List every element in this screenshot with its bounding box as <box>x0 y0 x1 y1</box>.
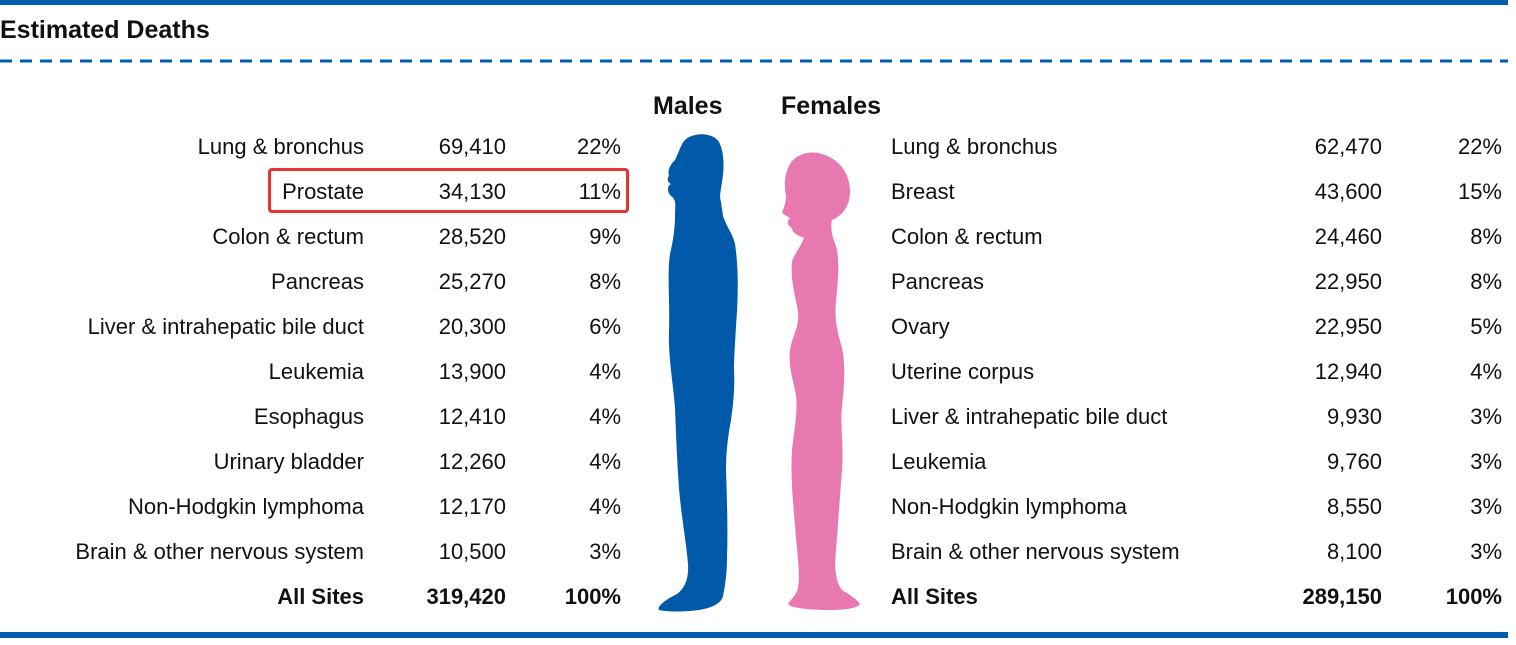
table-row-site: Pancreas <box>271 269 364 294</box>
table-row-percent: 22% <box>576 134 621 159</box>
table-row-percent: 3% <box>589 539 621 564</box>
table-row-percent: 15% <box>1457 179 1502 204</box>
table-row-site: Prostate <box>282 179 364 204</box>
dashed-divider <box>0 59 1508 63</box>
table-row-site: Non-Hodgkin lymphoma <box>128 494 364 519</box>
table-row-deaths: 43,600 <box>1314 179 1382 204</box>
highlight-box <box>268 168 629 213</box>
table-row-percent: 3% <box>1470 539 1502 564</box>
table-row-percent: 4% <box>1470 359 1502 384</box>
total-row-site: All Sites <box>277 584 364 609</box>
table-row-site: Non-Hodgkin lymphoma <box>891 494 1127 519</box>
table-row-percent: 9% <box>589 224 621 249</box>
female-silhouette-icon <box>782 152 860 610</box>
males-header: Males <box>653 92 723 120</box>
table-row-site: Liver & intrahepatic bile duct <box>891 404 1168 429</box>
table-row-deaths: 20,300 <box>438 314 506 339</box>
table-row-percent: 8% <box>1470 269 1502 294</box>
table-row-deaths: 24,460 <box>1314 224 1382 249</box>
table-row-percent: 4% <box>589 404 621 429</box>
table-row-deaths: 34,130 <box>438 179 506 204</box>
male-silhouette-icon <box>658 134 738 612</box>
table-row-site: Urinary bladder <box>213 449 364 474</box>
table-row-percent: 4% <box>589 359 621 384</box>
page-title: Estimated Deaths <box>0 16 210 44</box>
total-row-percent: 100% <box>1445 584 1502 609</box>
table-row-percent: 11% <box>578 179 621 204</box>
table-row-deaths: 62,470 <box>1314 134 1382 159</box>
table-row-site: Lung & bronchus <box>891 134 1058 159</box>
table-row-percent: 3% <box>1470 449 1502 474</box>
table-row-percent: 4% <box>589 494 621 519</box>
top-rule <box>0 0 1508 5</box>
table-row-percent: 3% <box>1470 404 1502 429</box>
table-row-deaths: 10,500 <box>438 539 506 564</box>
table-row-site: Brain & other nervous system <box>75 539 364 564</box>
table-row-site: Colon & rectum <box>212 224 364 249</box>
table-row-percent: 6% <box>589 314 621 339</box>
table-row-site: Colon & rectum <box>891 224 1043 249</box>
table-row-deaths: 22,950 <box>1314 269 1382 294</box>
table-row-site: Esophagus <box>253 404 364 429</box>
table-row-site: Breast <box>891 179 955 204</box>
total-row-deaths: 319,420 <box>426 584 506 609</box>
table-row-deaths: 25,270 <box>438 269 506 294</box>
total-row-site: All Sites <box>891 584 978 609</box>
table-row-percent: 22% <box>1457 134 1502 159</box>
table-row-deaths: 28,520 <box>438 224 506 249</box>
table-row-site: Brain & other nervous system <box>891 539 1180 564</box>
table-row-percent: 5% <box>1470 314 1502 339</box>
table-row-deaths: 12,940 <box>1314 359 1382 384</box>
table-row-deaths: 13,900 <box>438 359 506 384</box>
females-header: Females <box>781 92 882 120</box>
table-row-percent: 8% <box>1470 224 1502 249</box>
table-row-deaths: 22,950 <box>1314 314 1382 339</box>
table-row-percent: 8% <box>589 269 621 294</box>
table-row-deaths: 12,170 <box>438 494 506 519</box>
table-row-deaths: 8,100 <box>1326 539 1382 564</box>
table-row-site: Liver & intrahepatic bile duct <box>87 314 364 339</box>
table-row-deaths: 69,410 <box>438 134 506 159</box>
table-row-percent: 4% <box>589 449 621 474</box>
table-row-percent: 3% <box>1470 494 1502 519</box>
table-row-site: Leukemia <box>891 449 987 474</box>
table-row-site: Lung & bronchus <box>197 134 364 159</box>
table-row-deaths: 12,260 <box>438 449 506 474</box>
table-row-deaths: 9,930 <box>1326 404 1382 429</box>
total-row-deaths: 289,150 <box>1302 584 1382 609</box>
bottom-rule <box>0 632 1508 638</box>
table-row-site: Pancreas <box>891 269 984 294</box>
table-row-deaths: 8,550 <box>1326 494 1382 519</box>
table-row-site: Uterine corpus <box>891 359 1035 384</box>
table-row-deaths: 9,760 <box>1326 449 1382 474</box>
total-row-percent: 100% <box>564 584 621 609</box>
table-row-site: Leukemia <box>268 359 364 384</box>
table-row-deaths: 12,410 <box>438 404 506 429</box>
table-row-site: Ovary <box>891 314 950 339</box>
